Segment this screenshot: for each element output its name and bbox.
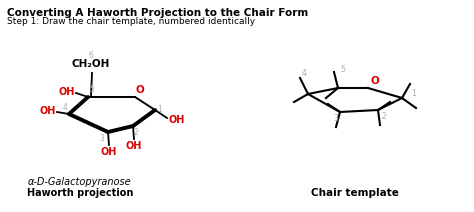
Text: Converting A Haworth Projection to the Chair Form: Converting A Haworth Projection to the C… bbox=[7, 8, 308, 18]
Text: 2: 2 bbox=[134, 128, 139, 137]
Text: Haworth projection: Haworth projection bbox=[27, 188, 133, 198]
Text: OH: OH bbox=[169, 115, 185, 125]
Text: 5: 5 bbox=[89, 85, 94, 94]
Text: O: O bbox=[136, 85, 145, 95]
Text: OH: OH bbox=[126, 141, 142, 151]
Text: O: O bbox=[371, 76, 380, 86]
Text: 3: 3 bbox=[333, 114, 338, 123]
Text: Chair template: Chair template bbox=[311, 188, 399, 198]
Text: OH: OH bbox=[59, 87, 75, 97]
Text: 1: 1 bbox=[157, 105, 162, 113]
Text: OH: OH bbox=[40, 106, 56, 116]
Text: 2: 2 bbox=[382, 112, 387, 121]
Text: 3: 3 bbox=[99, 134, 104, 143]
Text: Step 1: Draw the chair template, numbered identically: Step 1: Draw the chair template, numbere… bbox=[7, 17, 255, 26]
Text: OH: OH bbox=[101, 147, 117, 157]
Text: α-D-Galactopyranose: α-D-Galactopyranose bbox=[28, 177, 132, 187]
Text: 5: 5 bbox=[340, 65, 345, 74]
Text: 4: 4 bbox=[63, 103, 68, 112]
Text: 6: 6 bbox=[89, 50, 93, 60]
Text: CH₂OH: CH₂OH bbox=[72, 59, 110, 69]
Text: 1: 1 bbox=[411, 89, 416, 98]
Text: 4: 4 bbox=[301, 69, 306, 78]
